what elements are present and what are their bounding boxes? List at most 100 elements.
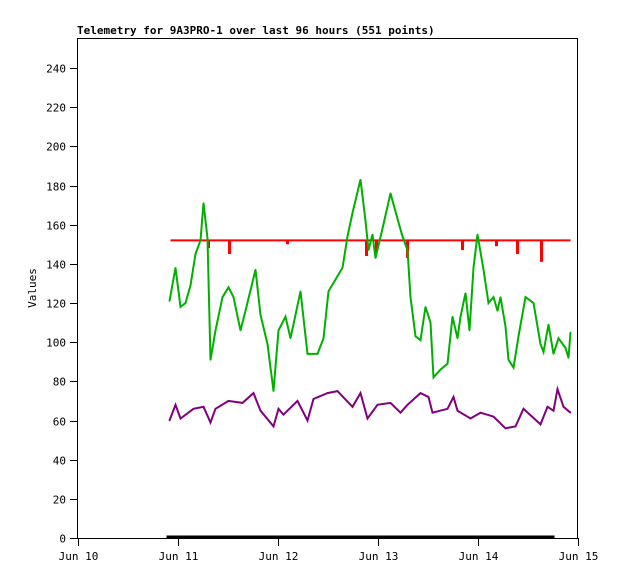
series-purple-point xyxy=(469,417,472,420)
series-green-point xyxy=(244,310,247,312)
x-tick-label: Jun 13 xyxy=(359,550,399,563)
y-tick-label: 160 xyxy=(46,220,66,233)
series-green-point xyxy=(184,302,187,304)
series-green-point xyxy=(476,233,479,236)
series-purple-point xyxy=(406,404,409,406)
series-purple-point xyxy=(366,417,369,420)
series-green-point xyxy=(374,257,377,259)
series-green-point xyxy=(547,323,550,326)
series-green-point xyxy=(401,235,404,238)
series-purple-point xyxy=(209,421,212,424)
series-purple-point xyxy=(306,419,309,422)
series-red-dip xyxy=(365,240,368,256)
y-tick-label: 120 xyxy=(46,298,66,311)
series-green-point xyxy=(346,235,349,238)
y-tick-label: 0 xyxy=(59,533,66,546)
series-purple-point xyxy=(389,402,392,404)
series-green-point xyxy=(206,237,209,240)
y-tick-label: 240 xyxy=(46,63,66,76)
series-green-point xyxy=(214,329,217,332)
y-tick-label: 80 xyxy=(53,376,66,389)
series-green-point xyxy=(532,302,535,304)
series-purple-point xyxy=(351,405,354,408)
series-green-point xyxy=(359,178,362,181)
plot-frame xyxy=(77,38,578,539)
y-tick-label: 180 xyxy=(46,181,66,194)
series-red-dip xyxy=(286,240,289,245)
series-green-point xyxy=(284,315,287,318)
series-green-point xyxy=(456,337,459,340)
series-purple-point xyxy=(431,411,434,414)
y-tick-label: 100 xyxy=(46,337,66,350)
series-purple-point xyxy=(296,400,299,402)
series-purple-point xyxy=(522,407,525,410)
series-red-dip xyxy=(540,240,543,262)
y-axis: 0 20 40 60 80 100 120 140 160 180 200 220 240 xyxy=(46,63,77,546)
series-green-point xyxy=(194,253,197,255)
series-green-point xyxy=(367,249,370,251)
series-purple-point xyxy=(168,419,171,422)
x-tick-label: Jun 11 xyxy=(159,550,199,563)
series-red-dip xyxy=(375,240,378,253)
y-axis-label: Values xyxy=(26,268,39,308)
series-green-point xyxy=(179,306,182,308)
series-green-point xyxy=(406,249,409,251)
series-green-point xyxy=(464,292,467,295)
series-red-dip xyxy=(461,240,464,251)
series-purple-point xyxy=(174,404,177,406)
series-green-point xyxy=(202,202,205,204)
series-green-point xyxy=(232,296,235,298)
series-green-point xyxy=(419,339,422,342)
series-green-point xyxy=(364,219,367,222)
series-green-point xyxy=(507,358,510,361)
series-purple-point xyxy=(336,390,339,392)
series-purple-point xyxy=(202,405,205,408)
series-purple-point xyxy=(427,396,430,398)
y-tick-label: 20 xyxy=(53,494,66,507)
series-purple-point xyxy=(552,409,555,412)
series-purple-point xyxy=(539,423,542,426)
series-purple-point xyxy=(312,398,315,400)
series-green-point xyxy=(322,337,325,340)
series-green-point xyxy=(168,300,171,302)
series-green-point xyxy=(524,296,527,298)
x-tick-label: Jun 15 xyxy=(559,550,599,563)
series-green-point xyxy=(289,337,292,340)
series-green-point xyxy=(439,368,442,371)
series-green-point xyxy=(259,313,262,316)
series-group xyxy=(166,178,572,539)
series-green-point xyxy=(209,358,212,361)
series-green-point xyxy=(371,233,374,236)
series-green-point xyxy=(552,353,555,355)
series-green-point xyxy=(482,268,485,271)
series-green-point xyxy=(446,362,449,365)
series-green-point xyxy=(564,347,567,349)
x-axis: Jun 10 Jun 11 Jun 12 Jun 13 Jun 14 Jun 15 xyxy=(59,538,599,563)
series-purple-point xyxy=(192,407,195,410)
series-green-point xyxy=(487,302,490,304)
series-purple-point xyxy=(359,392,362,394)
series-green-point xyxy=(499,296,502,298)
y-tick-label: 220 xyxy=(46,102,66,115)
series-purple-point xyxy=(179,417,182,420)
series-purple-point xyxy=(214,407,217,410)
series-purple-point xyxy=(514,425,517,428)
series-green-point xyxy=(299,290,302,293)
series-green-point xyxy=(221,296,224,298)
series-purple-point xyxy=(569,411,572,414)
series-green-point xyxy=(429,321,432,324)
series-green-point xyxy=(451,315,454,318)
series-purple-point xyxy=(419,392,422,394)
series-green-point xyxy=(517,335,520,338)
series-purple-point xyxy=(479,411,482,414)
series-green-point xyxy=(472,266,475,269)
y-tick-label: 200 xyxy=(46,141,66,154)
series-green-point xyxy=(341,266,344,269)
series-green-point xyxy=(351,212,354,214)
series-red-dip xyxy=(495,240,498,247)
series-purple-point xyxy=(504,427,507,430)
y-tick-label: 40 xyxy=(53,455,66,468)
series-green-point xyxy=(199,239,202,242)
series-purple-point xyxy=(326,392,329,394)
